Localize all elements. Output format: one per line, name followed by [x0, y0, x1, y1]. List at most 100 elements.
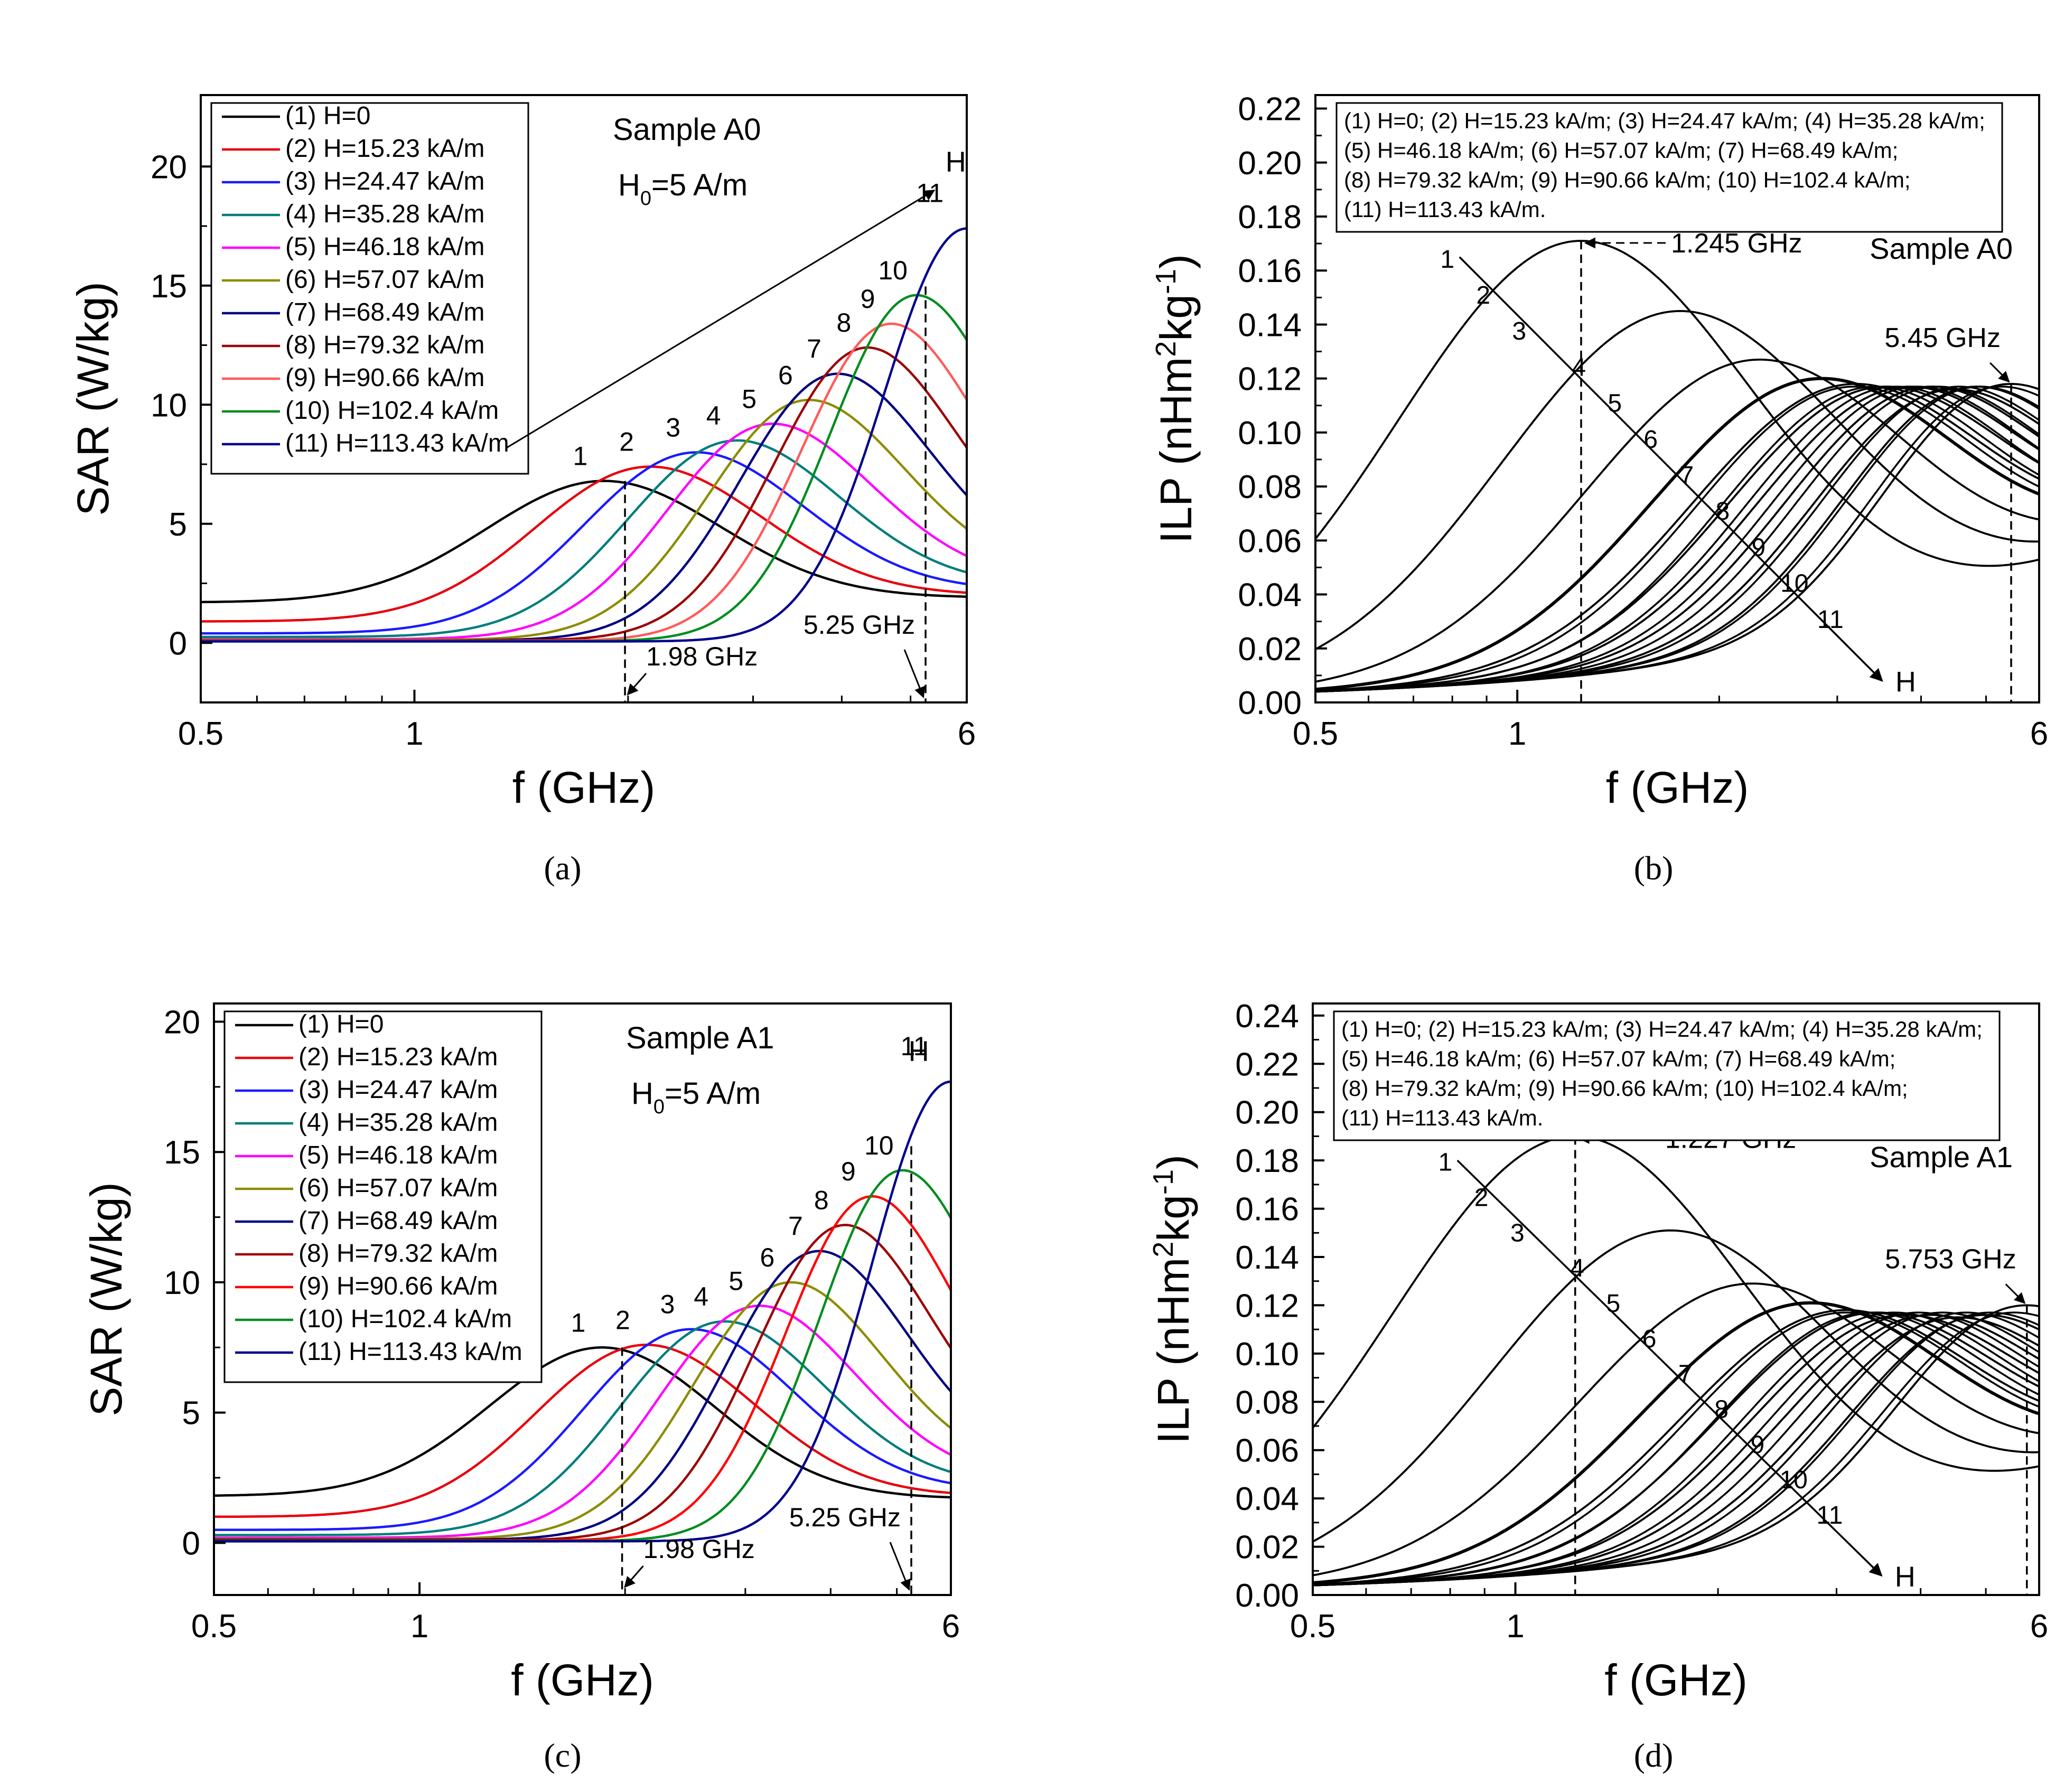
curve-number: 3: [660, 1290, 675, 1319]
curve-number: 6: [1642, 1325, 1657, 1353]
legend-entry: (4) H=35.28 kA/m: [285, 200, 484, 228]
x-axis-label: f (GHz): [511, 1655, 654, 1705]
y-tick-label: 0.14: [1238, 307, 1302, 343]
curve-number: 2: [1476, 282, 1490, 309]
legend-entry: (5) H=46.18 kA/m; (6) H=57.07 kA/m; (7) …: [1344, 138, 1898, 163]
x-tick-label: 0.5: [1290, 1608, 1335, 1645]
curve-number: 4: [1570, 1254, 1584, 1282]
x-tick-label: 6: [942, 1608, 960, 1645]
plot-frame: [1314, 94, 2040, 703]
legend-entry: (2) H=15.23 kA/m: [285, 135, 484, 163]
legend-entry: (7) H=68.49 kA/m: [285, 298, 484, 326]
h0-h: H: [631, 1076, 653, 1111]
h0-label: H0=5 A/m: [618, 168, 748, 210]
curve-number: 5: [1608, 390, 1622, 418]
plot-frame: [1312, 1002, 2040, 1596]
curve-number: 6: [760, 1243, 775, 1272]
annotation-arrow: [624, 1565, 644, 1588]
y-tick-label: 5: [169, 506, 187, 543]
h0-sub: 0: [640, 187, 651, 210]
curve-number: 8: [814, 1185, 829, 1215]
y-axis-label: ILP (nHm2kg-1): [1150, 254, 1201, 543]
series-line: [201, 227, 967, 643]
y-tick-label: 0.18: [1238, 199, 1302, 236]
x-tick-label: 1: [410, 1608, 428, 1645]
curve-number: 2: [615, 1305, 630, 1335]
y-tick-label: 0.08: [1238, 469, 1302, 505]
series-line: [1312, 1309, 2040, 1586]
curve-number: 8: [836, 308, 851, 337]
y-tick-label: 0.00: [1235, 1578, 1299, 1614]
curve-number: 1: [571, 1308, 586, 1337]
annotation-label: 5.25 GHz: [789, 1503, 901, 1532]
h-arrow: [1459, 256, 1883, 682]
annotation-label: 1.98 GHz: [643, 1534, 755, 1564]
chart-d: 0.00 0.02 0.04 0.06 0.08 0.10 0.12 0.14 0.16 0.18…: [1147, 998, 2048, 1774]
curve-number: 11: [901, 1031, 928, 1061]
series-line: [1312, 1313, 2040, 1587]
legend-entry: (5) H=46.18 kA/m: [285, 233, 484, 261]
legend-entry: (5) H=46.18 kA/m; (6) H=57.07 kA/m; (7) …: [1341, 1046, 1895, 1071]
series-line: [201, 465, 967, 623]
curve-number: 3: [1510, 1219, 1525, 1247]
x-tick-label: 6: [2030, 1608, 2048, 1645]
y-tick-label: 0.06: [1238, 523, 1302, 559]
series-line: [1314, 240, 2040, 567]
annotation-label: 5.45 GHz: [1884, 323, 2001, 353]
legend-entry: (8) H=79.32 kA/m; (9) H=90.66 kA/m; (10)…: [1344, 167, 1911, 192]
curve-number: 7: [788, 1212, 803, 1241]
legend-entry: (3) H=24.47 kA/m: [298, 1076, 498, 1104]
sample-label: Sample A1: [1870, 1140, 2013, 1174]
sample-label: Sample A0: [613, 112, 761, 147]
legend-entry: (11) H=113.43 kA/m: [298, 1338, 522, 1366]
plot-frame: [213, 1002, 952, 1596]
annotation-label: 1.98 GHz: [646, 642, 758, 671]
legend-entry: (11) H=113.43 kA/m.: [1341, 1105, 1543, 1130]
series-line: [1315, 377, 2040, 691]
y-tick-label: 15: [151, 268, 187, 305]
y-label-main: ILP (nHm: [1151, 357, 1201, 543]
curve-number: 9: [1751, 1431, 1765, 1459]
curve-number: 7: [1679, 462, 1694, 490]
y-tick-label: 0.04: [1238, 577, 1302, 614]
legend-entry: (11) H=113.43 kA/m: [285, 429, 509, 457]
h-arrow: [506, 190, 936, 448]
curve-number: 4: [706, 401, 721, 430]
y-tick-label: 0.04: [1235, 1481, 1299, 1517]
y-tick-label: 0.20: [1238, 145, 1302, 182]
series-line: [214, 1080, 951, 1543]
y-tick-label: 5: [182, 1395, 200, 1432]
legend-box: [1335, 102, 2003, 233]
y-tick-label: 0.00: [1238, 685, 1302, 721]
curves: [200, 227, 968, 643]
h0-label: H0=5 A/m: [631, 1076, 761, 1118]
y-tick-label: 0.02: [1238, 631, 1302, 668]
sample-label: Sample A1: [626, 1021, 774, 1055]
h-arrow-label: H: [909, 1036, 929, 1067]
legend-entry: (8) H=79.32 kA/m; (9) H=90.66 kA/m; (10)…: [1341, 1076, 1908, 1101]
legend-entry: (10) H=102.4 kA/m: [285, 397, 499, 425]
curve-number: 11: [1817, 606, 1844, 634]
x-tick-label: 0.5: [1293, 716, 1338, 752]
curve-number: 8: [1715, 498, 1730, 526]
x-tick-label: 6: [2030, 716, 2048, 752]
curve-number: 11: [1817, 1502, 1843, 1530]
curve-number: 4: [694, 1282, 708, 1311]
legend-entry: (1) H=0: [298, 1010, 384, 1038]
legend-entry: (4) H=35.28 kA/m: [298, 1109, 498, 1137]
legend-entry: (10) H=102.4 kA/m: [298, 1305, 512, 1333]
x-tick-label: 1: [1508, 716, 1526, 752]
series-line: [1312, 1311, 2040, 1587]
y-tick-label: 20: [164, 1005, 200, 1041]
chart-b: 0.00 0.02 0.04 0.06 0.08 0.10 0.12 0.14 0.16 0.18…: [1150, 91, 2048, 887]
y-label-end: ): [1148, 1155, 1198, 1169]
extra-curve: [1315, 386, 2040, 692]
x-tick-label: 1: [1506, 1608, 1524, 1645]
legend-entry: (6) H=57.07 kA/m: [298, 1174, 498, 1202]
curve-number: 6: [778, 360, 793, 390]
y-label-mid: kg: [1148, 1195, 1198, 1242]
extra-curve: [1312, 1311, 2040, 1586]
series-line: [214, 1344, 951, 1518]
y-label-sup: 2: [1150, 341, 1182, 357]
